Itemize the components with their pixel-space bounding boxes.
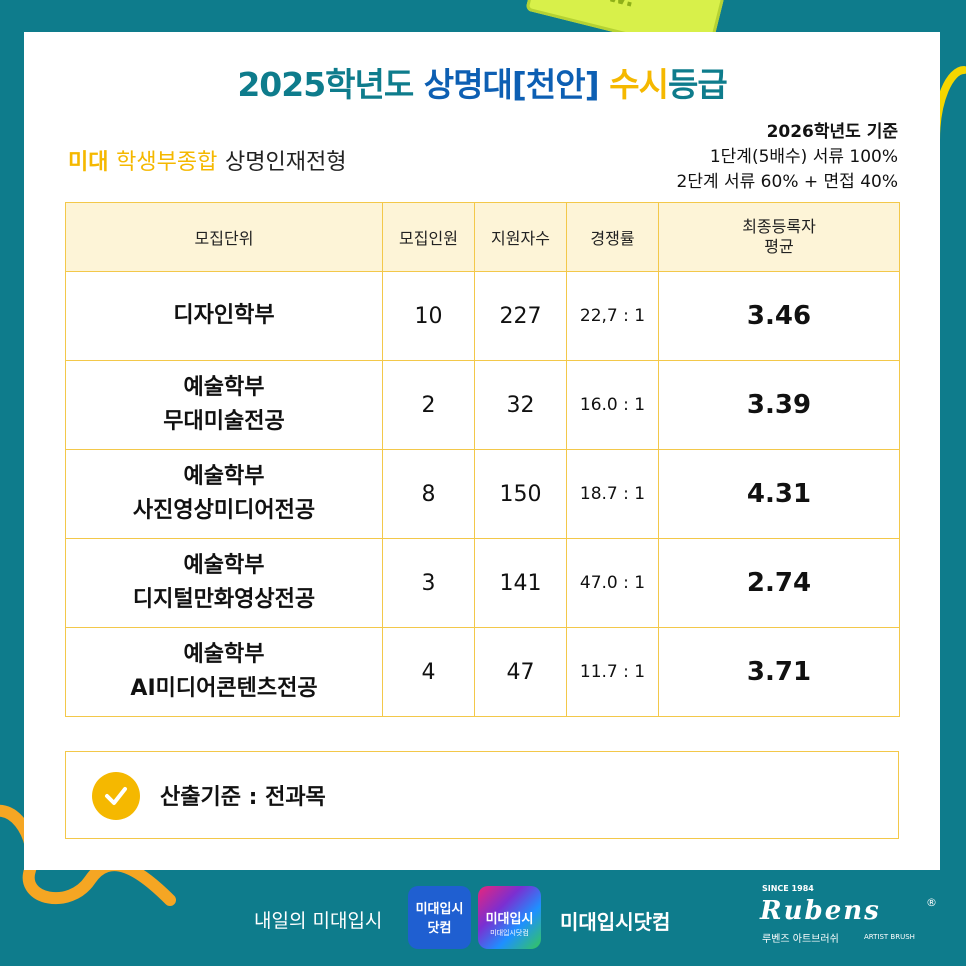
unit-line1: 예술학부 bbox=[183, 553, 265, 578]
cell-average: 3.71 bbox=[658, 627, 900, 717]
cell-average: 3.46 bbox=[658, 271, 900, 361]
track-field: 미대 bbox=[68, 150, 109, 175]
logo-grad-line1: 미대입시 bbox=[485, 912, 534, 927]
midaeipsi-logo-blue[interactable]: 미대입시 닷컴 bbox=[408, 886, 471, 949]
cell-applicants: 150 bbox=[474, 449, 567, 539]
table-row: 예술학부 디지털만화영상전공 3 141 47.0 : 1 2.74 bbox=[65, 538, 900, 628]
results-table: 모집단위 모집인원 지원자수 경쟁률 최종등록자 평균 디자인학부 10 227… bbox=[65, 202, 900, 717]
header-quota: 모집인원 bbox=[382, 202, 475, 272]
title-school: 상명대[천안] bbox=[423, 65, 600, 104]
cell-unit: 예술학부 무대미술전공 bbox=[65, 360, 383, 450]
criteria-year: 2026학년도 기준 bbox=[766, 122, 898, 142]
header-average: 최종등록자 평균 bbox=[658, 202, 900, 272]
footer-brand[interactable]: 미대입시닷컴 bbox=[560, 910, 671, 934]
check-mark-icon bbox=[105, 787, 127, 805]
table-row: 예술학부 AI미디어콘텐츠전공 4 47 11.7 : 1 3.71 bbox=[65, 627, 900, 717]
calculation-note: 산출기준 : 전과목 bbox=[65, 751, 899, 839]
cell-applicants: 227 bbox=[474, 271, 567, 361]
table-row: 디자인학부 10 227 22,7 : 1 3.46 bbox=[65, 271, 900, 361]
rubens-since: SINCE 1984 bbox=[762, 884, 814, 893]
title-type: 수시 bbox=[609, 65, 669, 104]
cell-applicants: 32 bbox=[474, 360, 567, 450]
criteria-stage2: 2단계 서류 60% + 면접 40% bbox=[676, 172, 899, 192]
check-circle-icon bbox=[92, 772, 140, 820]
cell-ratio: 11.7 : 1 bbox=[566, 627, 659, 717]
cell-average: 2.74 bbox=[658, 538, 900, 628]
cell-average: 3.39 bbox=[658, 360, 900, 450]
table-header-row: 모집단위 모집인원 지원자수 경쟁률 최종등록자 평균 bbox=[65, 202, 900, 272]
unit-line1: 예술학부 bbox=[183, 642, 265, 667]
track-category: 학생부종합 bbox=[116, 150, 218, 175]
midaeipsi-logo-gradient[interactable]: 미대입시 미대입시닷컴 bbox=[478, 886, 541, 949]
title-year: 2025학년도 bbox=[237, 65, 414, 104]
page-title: 2025학년도 상명대[천안] 수시등급 bbox=[24, 58, 940, 106]
content-card: 2025학년도 상명대[천안] 수시등급 미대 학생부종합 상명인재전형 202… bbox=[24, 32, 940, 870]
criteria-stage1: 1단계(5배수) 서류 100% bbox=[709, 147, 898, 167]
cell-quota: 3 bbox=[382, 538, 475, 628]
cell-quota: 8 bbox=[382, 449, 475, 539]
rubens-korean-name: 루벤즈 아트브러쉬 bbox=[762, 934, 839, 945]
unit-line2: AI미디어콘텐츠전공 bbox=[130, 676, 318, 701]
table-row: 예술학부 무대미술전공 2 32 16.0 : 1 3.39 bbox=[65, 360, 900, 450]
cell-unit: 예술학부 사진영상미디어전공 bbox=[65, 449, 383, 539]
cell-quota: 10 bbox=[382, 271, 475, 361]
header-average-line1: 최종등록자 bbox=[742, 217, 816, 236]
admission-track: 미대 학생부종합 상명인재전형 bbox=[68, 144, 346, 176]
cell-applicants: 47 bbox=[474, 627, 567, 717]
track-name: 상명인재전형 bbox=[225, 150, 347, 175]
cell-applicants: 141 bbox=[474, 538, 567, 628]
logo-grad-line2: 미대입시닷컴 bbox=[490, 929, 529, 937]
cell-average: 4.31 bbox=[658, 449, 900, 539]
cell-quota: 2 bbox=[382, 360, 475, 450]
selection-criteria: 2026학년도 기준 1단계(5배수) 서류 100% 2단계 서류 60% +… bbox=[677, 120, 899, 195]
unit-line1: 예술학부 bbox=[183, 464, 265, 489]
decorative-tag-mark: ww. bbox=[585, 0, 637, 13]
table-row: 예술학부 사진영상미디어전공 8 150 18.7 : 1 4.31 bbox=[65, 449, 900, 539]
cell-ratio: 16.0 : 1 bbox=[566, 360, 659, 450]
cell-unit: 예술학부 AI미디어콘텐츠전공 bbox=[65, 627, 383, 717]
registered-mark: ® bbox=[926, 896, 937, 909]
cell-ratio: 22,7 : 1 bbox=[566, 271, 659, 361]
note-text: 산출기준 : 전과목 bbox=[160, 785, 326, 810]
unit-line1: 예술학부 bbox=[183, 375, 265, 400]
unit-line2: 사진영상미디어전공 bbox=[132, 498, 316, 523]
rubens-english-subtitle: ARTIST BRUSH bbox=[864, 933, 915, 941]
unit-line2: 무대미술전공 bbox=[163, 409, 285, 434]
unit-line1: 디자인학부 bbox=[173, 303, 275, 328]
logo-blue-line2: 닷컴 bbox=[427, 921, 452, 936]
header-unit: 모집단위 bbox=[65, 202, 383, 272]
title-grade: 등급 bbox=[667, 65, 728, 104]
cell-ratio: 18.7 : 1 bbox=[566, 449, 659, 539]
cell-unit: 예술학부 디지털만화영상전공 bbox=[65, 538, 383, 628]
rubens-logo[interactable]: Rubens bbox=[760, 896, 881, 926]
header-applicants: 지원자수 bbox=[474, 202, 567, 272]
footer-slogan: 내일의 미대입시 bbox=[254, 910, 383, 932]
logo-blue-line1: 미대입시 bbox=[415, 902, 464, 917]
cell-ratio: 47.0 : 1 bbox=[566, 538, 659, 628]
cell-unit: 디자인학부 bbox=[65, 271, 383, 361]
header-ratio: 경쟁률 bbox=[566, 202, 659, 272]
cell-quota: 4 bbox=[382, 627, 475, 717]
header-average-line2: 평균 bbox=[764, 237, 794, 256]
unit-line2: 디지털만화영상전공 bbox=[132, 587, 316, 612]
